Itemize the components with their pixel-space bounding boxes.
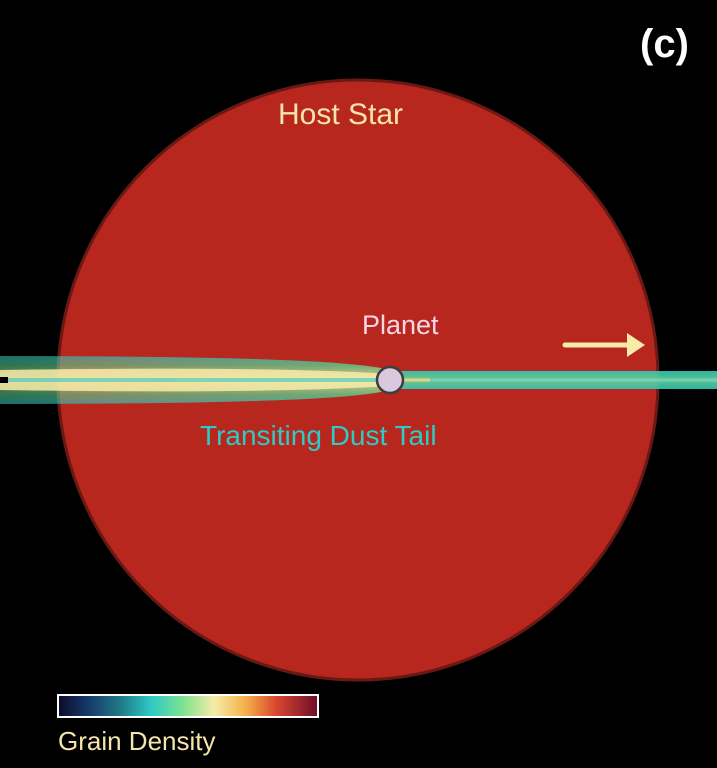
planet-disk [377, 367, 403, 393]
panel-id: (c) [640, 22, 689, 67]
leading-tail-filament [430, 377, 717, 383]
colorbar [58, 695, 318, 717]
colorbar-label: Grain Density [58, 726, 216, 757]
colorbar-gradient [58, 695, 318, 717]
planet-label: Planet [362, 310, 439, 341]
host-star-label: Host Star [278, 98, 403, 132]
edge-tick [0, 377, 8, 383]
trailing-tail-filament [0, 378, 380, 382]
dust-tail-label: Transiting Dust Tail [200, 420, 437, 452]
